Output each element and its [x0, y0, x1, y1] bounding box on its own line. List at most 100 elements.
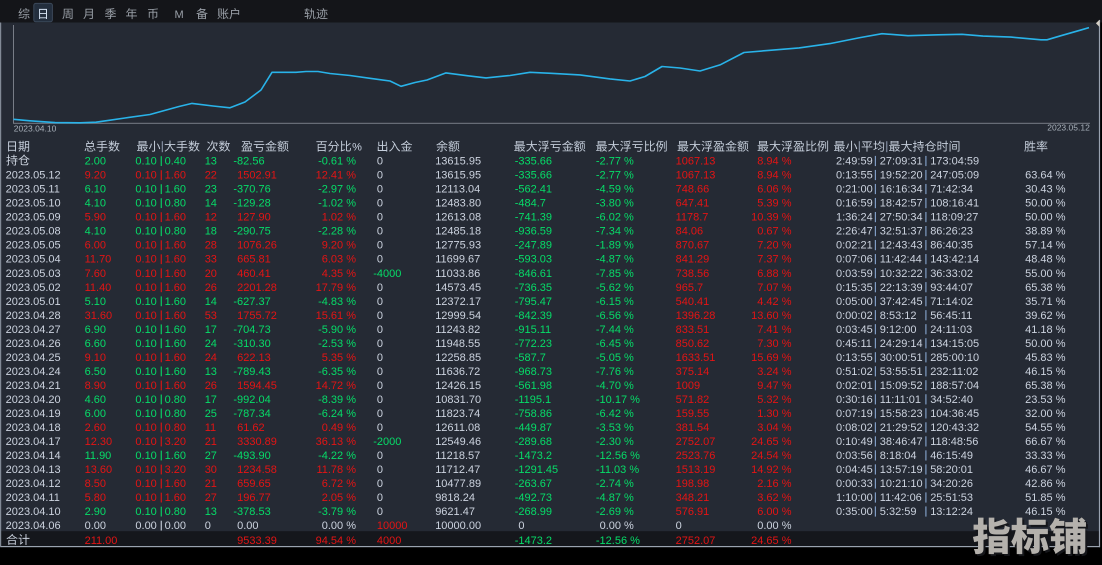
svg-text:11712.47: 11712.47	[435, 464, 480, 476]
svg-text:1:10:00: 1:10:00	[836, 492, 873, 504]
svg-text:86:26:23: 86:26:23	[930, 226, 973, 238]
svg-text:0: 0	[377, 478, 383, 490]
svg-text:2.60: 2.60	[85, 422, 106, 434]
svg-text:19:52:20: 19:52:20	[880, 170, 923, 182]
svg-text:53:55:51: 53:55:51	[880, 366, 923, 378]
svg-text:2.00: 2.00	[85, 156, 106, 168]
svg-text:11.40: 11.40	[85, 282, 112, 294]
svg-text:665.81: 665.81	[237, 254, 271, 266]
svg-text:841.29: 841.29	[676, 254, 710, 266]
svg-text:0:05:00: 0:05:00	[836, 296, 873, 308]
svg-text:-449.87: -449.87	[515, 422, 552, 434]
svg-text:4.60: 4.60	[85, 394, 106, 406]
svg-text:0.10: 0.10	[135, 170, 156, 182]
svg-text:13: 13	[205, 156, 217, 168]
svg-text:12: 12	[205, 212, 217, 224]
svg-text:5.90: 5.90	[85, 212, 106, 224]
svg-text:1594.45: 1594.45	[237, 380, 277, 392]
svg-text:-10.17 %: -10.17 %	[596, 394, 640, 406]
svg-text:460.41: 460.41	[237, 268, 271, 280]
svg-text:0:04:45: 0:04:45	[836, 464, 873, 476]
svg-text:93:44:07: 93:44:07	[930, 282, 973, 294]
svg-text:12611.08: 12611.08	[435, 422, 480, 434]
svg-text:247:05:09: 247:05:09	[930, 170, 979, 182]
svg-text:5.10: 5.10	[85, 296, 106, 308]
svg-text:41.18 %: 41.18 %	[1025, 324, 1066, 336]
svg-text:11218.57: 11218.57	[435, 450, 480, 462]
svg-text:2023.04.11: 2023.04.11	[6, 492, 60, 504]
svg-text:2023.05.11: 2023.05.11	[6, 184, 60, 196]
svg-text:14: 14	[205, 296, 217, 308]
svg-text:134:15:05: 134:15:05	[930, 338, 979, 350]
svg-text:25:51:53: 25:51:53	[930, 492, 973, 504]
svg-text:0: 0	[377, 464, 383, 476]
svg-text:7.41 %: 7.41 %	[757, 324, 791, 336]
svg-text:120:43:32: 120:43:32	[930, 422, 979, 434]
svg-text:42.86 %: 42.86 %	[1025, 478, 1066, 490]
svg-text:2.16 %: 2.16 %	[757, 478, 791, 490]
svg-text:-936.59: -936.59	[515, 226, 552, 238]
svg-text:0.10: 0.10	[135, 212, 156, 224]
svg-text:12.41 %: 12.41 %	[316, 170, 357, 182]
svg-text:0.10: 0.10	[135, 198, 156, 210]
svg-text:33: 33	[205, 254, 217, 266]
svg-text:15.69 %: 15.69 %	[751, 352, 792, 364]
svg-text:54.55 %: 54.55 %	[1025, 422, 1066, 434]
svg-text:21: 21	[205, 436, 217, 448]
svg-text:9818.24: 9818.24	[435, 492, 475, 504]
svg-text:0.10: 0.10	[135, 450, 156, 462]
svg-text:-5.62 %: -5.62 %	[596, 282, 634, 294]
svg-text:0.00 %: 0.00 %	[757, 520, 791, 532]
svg-text:0.80: 0.80	[165, 408, 186, 420]
svg-text:13.60: 13.60	[85, 464, 113, 476]
svg-text:0:21:00: 0:21:00	[836, 184, 873, 196]
svg-text:-2.28 %: -2.28 %	[318, 226, 356, 238]
svg-text:18: 18	[205, 226, 217, 238]
svg-text:1:36:24: 1:36:24	[836, 212, 873, 224]
svg-text:11.78 %: 11.78 %	[316, 464, 356, 476]
svg-text:23: 23	[205, 184, 217, 196]
svg-text:9.20: 9.20	[85, 170, 106, 182]
svg-text:65.38 %: 65.38 %	[1025, 282, 1066, 294]
svg-text:1.60: 1.60	[165, 240, 186, 252]
svg-text:0.10: 0.10	[135, 282, 156, 294]
svg-text:-846.61: -846.61	[515, 268, 552, 280]
svg-text:0.49 %: 0.49 %	[322, 422, 356, 434]
svg-text:0: 0	[377, 282, 383, 294]
svg-text:143:42:14: 143:42:14	[930, 254, 979, 266]
svg-text:0:02:01: 0:02:01	[836, 380, 873, 392]
svg-text:-968.73: -968.73	[515, 366, 552, 378]
svg-text:11033.86: 11033.86	[435, 268, 480, 280]
svg-text:0: 0	[377, 156, 383, 168]
svg-text:-741.39: -741.39	[515, 212, 552, 224]
svg-text:0.00: 0.00	[165, 520, 186, 532]
svg-text:24.65 %: 24.65 %	[751, 436, 792, 448]
svg-text:-7.44 %: -7.44 %	[596, 324, 634, 336]
svg-text:0.10: 0.10	[135, 240, 156, 252]
svg-text:-992.04: -992.04	[233, 394, 270, 406]
svg-text:-4.59 %: -4.59 %	[596, 184, 634, 196]
svg-text:10:21:10: 10:21:10	[880, 478, 923, 490]
svg-text:-787.34: -787.34	[233, 408, 270, 420]
svg-text:1234.58: 1234.58	[237, 464, 277, 476]
svg-text:-1473.2: -1473.2	[515, 450, 552, 462]
svg-text:-492.73: -492.73	[515, 492, 552, 504]
svg-text:2:49:59: 2:49:59	[836, 156, 873, 168]
svg-text:850.62: 850.62	[676, 338, 710, 350]
svg-text:659.65: 659.65	[237, 478, 271, 490]
svg-text:12485.18: 12485.18	[435, 226, 481, 238]
svg-text:63.64 %: 63.64 %	[1025, 170, 1066, 182]
svg-text:1.60: 1.60	[165, 492, 186, 504]
svg-text:7.30 %: 7.30 %	[757, 338, 791, 350]
svg-text:2023.04.13: 2023.04.13	[6, 464, 61, 476]
svg-text:3330.89: 3330.89	[237, 436, 277, 448]
svg-text:1755.72: 1755.72	[237, 310, 277, 322]
svg-text:-6.24 %: -6.24 %	[318, 408, 356, 420]
svg-text:0.80: 0.80	[165, 422, 186, 434]
svg-text:6.50: 6.50	[85, 366, 106, 378]
svg-text:2023.04.20: 2023.04.20	[6, 394, 61, 406]
svg-text:6.06 %: 6.06 %	[757, 184, 791, 196]
svg-text:8:18:04: 8:18:04	[880, 450, 917, 462]
svg-text:38.89 %: 38.89 %	[1025, 226, 1066, 238]
svg-text:24: 24	[205, 338, 217, 350]
